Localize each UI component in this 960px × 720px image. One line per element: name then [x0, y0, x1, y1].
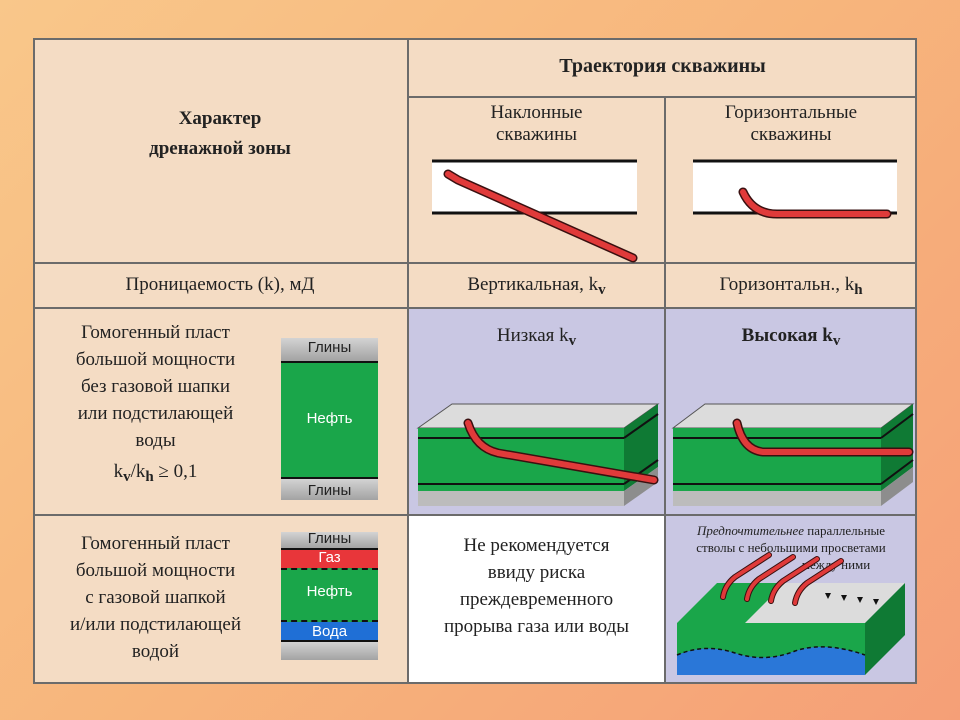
clay-layer [281, 532, 378, 548]
high-kv-label: Высокая kv [741, 325, 841, 349]
row2-description: Гомогенный пласт большой мощности с газо… [69, 533, 242, 662]
water-label: Вода [311, 623, 348, 640]
clay-layer-bottom [281, 479, 378, 500]
grid-line [664, 96, 666, 684]
gas-label: Газ [318, 549, 341, 566]
parallel-wells-note: Предпочтительнее параллельные стволы с н… [696, 523, 886, 572]
not-recommended-cell [408, 515, 665, 684]
grid-line [407, 38, 409, 684]
horizontal-permeability: Горизонтальн., kh [719, 274, 863, 298]
grid-line [408, 96, 917, 98]
permeability-label: Проницаемость (k), мД [125, 274, 315, 295]
grid-line [33, 307, 917, 309]
low-kv-block-diagram [416, 403, 660, 506]
grid-line [33, 38, 917, 40]
gas-layer [281, 548, 378, 568]
comparison-table: Характер дренажной зоны Траектория скваж… [33, 38, 917, 684]
grid-line [33, 262, 917, 264]
row2-layer-column: Глины Газ Нефть Вода [281, 530, 378, 660]
low-kv-label: Низкая kv [496, 325, 577, 349]
grid-line [915, 38, 917, 684]
grid-line [33, 38, 35, 684]
row1-description: Гомогенный пласт большой мощности без га… [33, 319, 278, 491]
trajectory-title: Траектория скважины [559, 55, 766, 77]
vertical-permeability: Вертикальная, kv [467, 274, 606, 298]
clay-label-bottom: Глины [307, 482, 352, 499]
parallel-wells-block-diagram [676, 552, 905, 675]
oil-label: Нефть [306, 410, 353, 427]
high-kv-block-diagram [671, 403, 915, 506]
oil-layer [281, 568, 378, 622]
oil-label: Нефть [306, 583, 353, 600]
not-recommended-text: Не рекомендуется ввиду риска преждевреме… [443, 535, 630, 637]
clay-label: Глины [307, 530, 352, 547]
grid-line [33, 514, 917, 516]
kv-kh-ratio: kv/kh ≥ 0,1 [113, 461, 198, 485]
clay-label-top: Глины [307, 339, 352, 356]
inclined-wells-label: Наклонные скважины [490, 102, 583, 145]
clay-layer-bottom [281, 642, 378, 660]
horizontal-wells-label: Горизонтальные скважины [724, 102, 858, 145]
inclined-well-icon [432, 159, 638, 263]
oil-layer [281, 361, 378, 479]
row1-layer-column: Глины Нефть Глины [281, 338, 378, 500]
grid-line [33, 682, 917, 684]
horizontal-well-icon [693, 159, 897, 219]
water-layer [281, 622, 378, 642]
drainage-zone-title: Характер дренажной зоны [149, 108, 291, 159]
clay-layer-top [281, 338, 378, 361]
